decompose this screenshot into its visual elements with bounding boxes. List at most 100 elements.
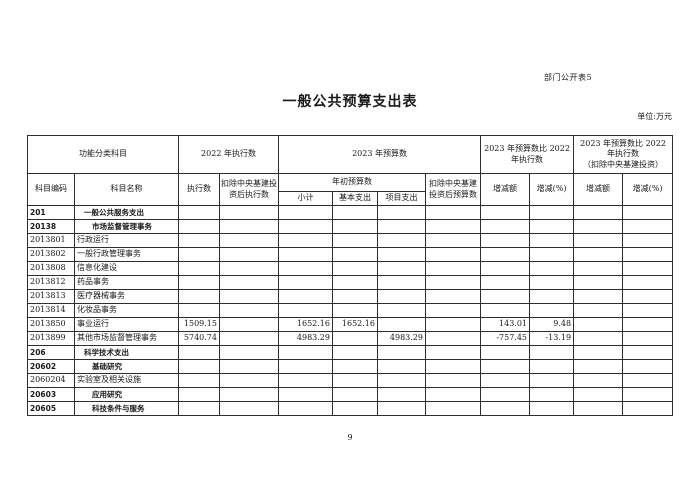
cell-change-amount-excl <box>573 261 624 276</box>
cell-change-pct-excl <box>622 345 674 360</box>
header-subject-name: 科目名称 <box>74 173 179 206</box>
cell-project-expense <box>377 233 426 248</box>
cell-budget-excl-capital <box>424 219 482 234</box>
cell-project-expense <box>377 303 426 318</box>
cell-project-expense <box>377 317 426 332</box>
table-row: 201 一般公共服务支出 <box>27 205 674 220</box>
cell-exec-2022-excl-capital <box>219 247 279 262</box>
cell-change-amount-excl <box>573 205 624 220</box>
table-row: 2013813 医疗器械事务 <box>27 289 674 304</box>
cell-change-pct-excl <box>622 331 674 346</box>
cell-exec-2022-excl-capital <box>219 359 279 374</box>
cell-change-amount <box>480 387 531 402</box>
cell-budget-excl-capital <box>424 303 482 318</box>
cell-change-pct <box>529 289 575 304</box>
cell-change-pct <box>529 233 575 248</box>
cell-basic-expense <box>332 401 378 416</box>
page-title: 一般公共预算支出表 <box>282 94 418 110</box>
unit-label: 单位:万元 <box>637 112 672 121</box>
table-row: 20605 科技条件与服务 <box>27 401 674 416</box>
subject-code-cell: 2013808 <box>27 261 75 276</box>
cell-exec-2022-excl-capital <box>219 345 279 360</box>
cell-change-amount-excl <box>573 233 624 248</box>
subject-name-cell: 基础研究 <box>74 359 179 374</box>
subject-name-cell: 应用研究 <box>74 387 179 402</box>
cell-exec-2022-excl-capital <box>219 317 279 332</box>
subject-name-cell: 市场监督管理事务 <box>74 219 179 234</box>
cell-change-pct <box>529 359 575 374</box>
cell-basic-expense: 1652.16 <box>332 317 378 332</box>
subject-code-cell: 2013899 <box>27 331 75 346</box>
cell-exec-2022-excl-capital <box>219 387 279 402</box>
cell-basic-expense <box>332 359 378 374</box>
cell-change-pct <box>529 401 575 416</box>
subject-name-cell: 科学技术支出 <box>74 345 179 360</box>
cell-basic-expense <box>332 289 378 304</box>
cell-budget-excl-capital <box>424 359 482 374</box>
cell-budget-excl-capital <box>424 261 482 276</box>
cell-change-amount-excl <box>573 275 624 290</box>
cell-budget-excl-capital <box>424 275 482 290</box>
cell-exec-2022 <box>178 373 220 388</box>
header-project-expense: 项目支出 <box>377 191 426 206</box>
cell-budget-excl-capital <box>424 387 482 402</box>
cell-change-amount: 143.01 <box>480 317 531 332</box>
header-sub-sub-row: 小计 基本支出 项目支出 <box>28 191 673 206</box>
cell-project-expense <box>377 387 426 402</box>
cell-change-amount-excl <box>573 387 624 402</box>
cell-change-pct-excl <box>622 205 674 220</box>
cell-change-pct-excl <box>622 317 674 332</box>
subject-code-cell: 201 <box>27 205 75 220</box>
header-exec-2022: 2022 年执行数 <box>178 135 279 174</box>
cell-project-expense: 4983.29 <box>377 331 426 346</box>
cell-change-amount-excl <box>573 359 624 374</box>
cell-change-pct <box>529 345 575 360</box>
cell-change-amount: -757.45 <box>480 331 531 346</box>
cell-exec-2022-excl-capital <box>219 275 279 290</box>
cell-project-expense <box>377 205 426 220</box>
cell-change-amount <box>480 289 531 304</box>
subject-name-cell: 一般行政管理事务 <box>74 247 179 262</box>
subject-code-cell: 2013801 <box>27 233 75 248</box>
cell-change-pct-excl <box>622 387 674 402</box>
cell-basic-expense <box>332 387 378 402</box>
cell-initial-subtotal <box>278 289 333 304</box>
cell-change-pct-excl <box>622 289 674 304</box>
form-number-label: 部门公开表5 <box>544 73 593 82</box>
cell-exec-2022 <box>178 359 220 374</box>
cell-exec-2022-excl-capital <box>219 373 279 388</box>
cell-basic-expense <box>332 247 378 262</box>
cell-exec-2022-excl-capital <box>219 205 279 220</box>
cell-change-pct <box>529 303 575 318</box>
subject-name-cell: 药品事务 <box>74 275 179 290</box>
subject-code-cell: 2013802 <box>27 247 75 262</box>
header-change-amount: 增减额 <box>480 173 531 206</box>
cell-change-pct <box>529 247 575 262</box>
cell-exec-2022: 1509.15 <box>178 317 220 332</box>
cell-exec-2022-excl-capital <box>219 219 279 234</box>
cell-change-pct <box>529 275 575 290</box>
cell-exec-2022 <box>178 261 220 276</box>
cell-change-pct-excl <box>622 373 674 388</box>
header-basic-expense: 基本支出 <box>332 191 378 206</box>
cell-change-amount <box>480 261 531 276</box>
subject-name-cell: 行政运行 <box>74 233 179 248</box>
cell-initial-subtotal <box>278 359 333 374</box>
cell-change-pct: 9.48 <box>529 317 575 332</box>
subject-code-cell: 20605 <box>27 401 75 416</box>
cell-change-pct: -13.19 <box>529 331 575 346</box>
cell-basic-expense <box>332 261 378 276</box>
cell-change-pct-excl <box>622 261 674 276</box>
cell-exec-2022: 5740.74 <box>178 331 220 346</box>
cell-initial-subtotal <box>278 261 333 276</box>
subject-name-cell: 医疗器械事务 <box>74 289 179 304</box>
cell-exec-2022-excl-capital <box>219 331 279 346</box>
cell-exec-2022 <box>178 247 220 262</box>
cell-change-amount <box>480 401 531 416</box>
cell-change-pct <box>529 219 575 234</box>
cell-change-amount <box>480 205 531 220</box>
cell-budget-excl-capital <box>424 317 482 332</box>
header-subject-code: 科目编码 <box>27 173 75 206</box>
table-row: 2013899 其他市场监督管理事务 5740.74 4983.29 4983.29 -7… <box>27 331 674 346</box>
cell-change-amount <box>480 219 531 234</box>
